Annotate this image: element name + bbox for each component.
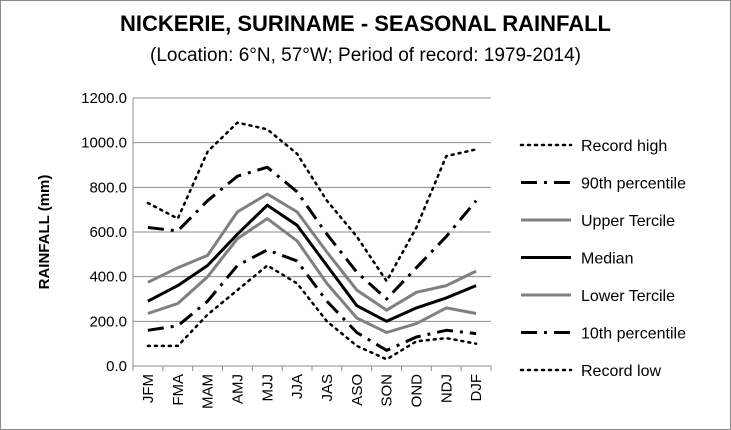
x-tick-label: DJF — [468, 374, 485, 402]
x-tick-label: JFM — [140, 374, 157, 403]
legend-label: Record low — [581, 363, 661, 380]
x-tick-label: FMA — [170, 374, 187, 406]
y-tick-label: 400.0 — [89, 269, 127, 286]
legend-label: Upper Tercile — [581, 213, 675, 230]
y-tick-label: 800.0 — [89, 179, 127, 196]
y-tick-label: 200.0 — [89, 313, 127, 330]
series-line — [147, 203, 477, 323]
legend-label: 10th percentile — [581, 326, 686, 343]
y-tick-label: 1000.0 — [81, 135, 127, 152]
x-tick-label: AMJ — [229, 374, 246, 404]
y-axis-label: RAINFALL (mm) — [36, 175, 53, 290]
chart-subtitle: (Location: 6°N, 57°W; Period of record: … — [150, 45, 581, 66]
chart-title: NICKERIE, SURINAME - SEASONAL RAINFALL — [120, 11, 611, 36]
x-tick-label: JAS — [319, 374, 336, 402]
legend-label: Median — [581, 251, 633, 268]
x-tick-label: MAM — [200, 374, 217, 409]
x-tick-label: NDJ — [438, 374, 455, 403]
series-line — [147, 217, 477, 334]
y-tick-label: 600.0 — [89, 224, 127, 241]
legend-label: Record high — [581, 138, 667, 155]
series-line — [146, 121, 478, 283]
x-tick-label: JJA — [289, 374, 306, 399]
x-tick-label: OND — [408, 374, 425, 408]
series-line — [147, 165, 478, 301]
y-tick-label: 1200.0 — [81, 90, 127, 107]
series-line — [146, 264, 478, 361]
series-line — [147, 192, 477, 312]
x-tick-label: MJJ — [259, 374, 276, 402]
x-tick-label: ASO — [349, 374, 366, 406]
y-tick-label: 0.0 — [106, 358, 127, 375]
series-line — [147, 248, 477, 352]
x-tick-label: SON — [379, 374, 396, 407]
legend-label: Lower Tercile — [581, 288, 675, 305]
legend-label: 90th percentile — [581, 176, 686, 193]
